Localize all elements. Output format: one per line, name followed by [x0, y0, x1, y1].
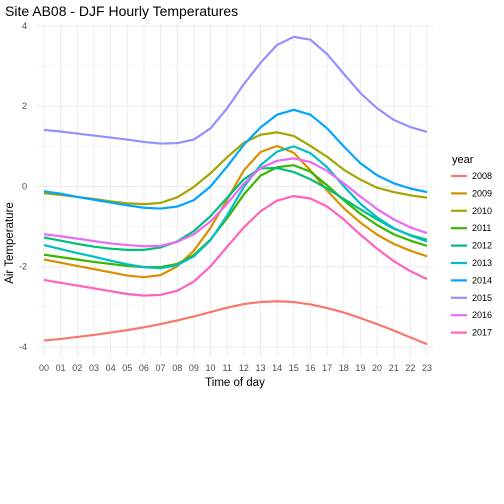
x-tick-label: 02	[72, 363, 82, 373]
x-tick-label: 23	[422, 363, 432, 373]
x-tick-label: 21	[389, 363, 399, 373]
series-line-2011	[43, 164, 428, 269]
legend: year 2008 2009 2010 2011 2012 2013 2014 2015 201…	[451, 154, 492, 338]
x-tick-label: 03	[89, 363, 99, 373]
x-tick-label: 09	[189, 363, 199, 373]
x-tick-label: 01	[56, 363, 66, 373]
x-tick-label: 05	[122, 363, 132, 373]
legend-label: 2015	[472, 293, 492, 303]
legend-label: 2016	[472, 310, 492, 320]
series-line-2017	[43, 195, 428, 297]
y-tick-label: -4	[19, 342, 27, 352]
x-axis-title: Time of day	[205, 377, 265, 389]
series-line-2016	[43, 157, 428, 248]
x-tick-label: 13	[255, 363, 265, 373]
series-line-2015	[43, 35, 428, 145]
chart-title: Site AB08 - DJF Hourly Temperatures	[5, 3, 238, 19]
x-tick-label: 11	[223, 363, 232, 373]
x-tick-label: 04	[106, 363, 116, 373]
legend-label: 2010	[472, 206, 492, 216]
x-tick-label: 00	[39, 363, 49, 373]
y-axis-title: Air Temperature	[4, 202, 16, 284]
series-line-2014	[43, 108, 428, 210]
x-tick-label: 12	[239, 363, 249, 373]
legend-label: 2011	[472, 223, 491, 233]
series-line-2012	[43, 166, 428, 251]
legend-label: 2009	[472, 188, 492, 198]
x-tick-labels: 00 01 02 03 04 05 06 07 08 09 10 11 12 13 14 15 16 17 18 19…	[39, 363, 432, 373]
y-tick-label: -2	[19, 262, 27, 272]
series-line-2013	[43, 145, 428, 270]
legend-label: 2012	[472, 241, 492, 251]
legend-label: 2017	[472, 328, 492, 338]
series-lines	[43, 35, 428, 346]
legend-label: 2014	[472, 275, 492, 285]
legend-title: year	[452, 154, 474, 166]
x-tick-label: 17	[322, 363, 332, 373]
x-tick-label: 06	[139, 363, 149, 373]
x-tick-label: 22	[405, 363, 415, 373]
series-line-2010	[43, 131, 428, 206]
x-tick-label: 14	[272, 363, 282, 373]
x-tick-label: 19	[355, 363, 365, 373]
series-line-2008	[43, 300, 428, 346]
x-tick-label: 10	[206, 363, 216, 373]
legend-label: 2013	[472, 258, 492, 268]
x-tick-label: 15	[289, 363, 299, 373]
y-tick-label: 0	[22, 181, 27, 191]
y-tick-label: 4	[22, 21, 27, 31]
legend-label: 2008	[472, 171, 492, 181]
x-tick-label: 18	[339, 363, 349, 373]
y-tick-labels: -4 -2 0 2 4	[19, 21, 27, 352]
series-line-2009	[43, 144, 428, 279]
x-tick-label: 08	[172, 363, 182, 373]
x-tick-label: 20	[372, 363, 382, 373]
x-tick-label: 16	[305, 363, 315, 373]
x-tick-label: 07	[156, 363, 166, 373]
y-tick-label: 2	[22, 101, 27, 111]
